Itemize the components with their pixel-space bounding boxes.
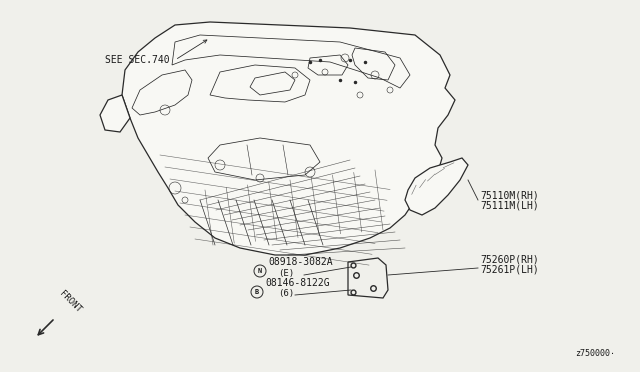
Polygon shape bbox=[348, 258, 388, 298]
Text: 08146-8122G: 08146-8122G bbox=[265, 278, 330, 288]
Text: 75261P(LH): 75261P(LH) bbox=[480, 265, 539, 275]
Text: 75260P(RH): 75260P(RH) bbox=[480, 255, 539, 265]
Polygon shape bbox=[100, 95, 130, 132]
Text: (6): (6) bbox=[278, 289, 294, 298]
Text: (E): (E) bbox=[278, 269, 294, 278]
Text: 08918-3082A: 08918-3082A bbox=[268, 257, 333, 267]
Text: 75110M(RH): 75110M(RH) bbox=[480, 190, 539, 200]
Text: SEE SEC.740: SEE SEC.740 bbox=[105, 55, 170, 65]
Text: 75111M(LH): 75111M(LH) bbox=[480, 200, 539, 210]
Text: FRONT: FRONT bbox=[58, 289, 83, 314]
Text: B: B bbox=[255, 289, 259, 295]
Text: z750000⋅: z750000⋅ bbox=[575, 349, 615, 358]
Polygon shape bbox=[405, 158, 468, 215]
Polygon shape bbox=[122, 22, 455, 255]
Text: N: N bbox=[258, 268, 262, 274]
